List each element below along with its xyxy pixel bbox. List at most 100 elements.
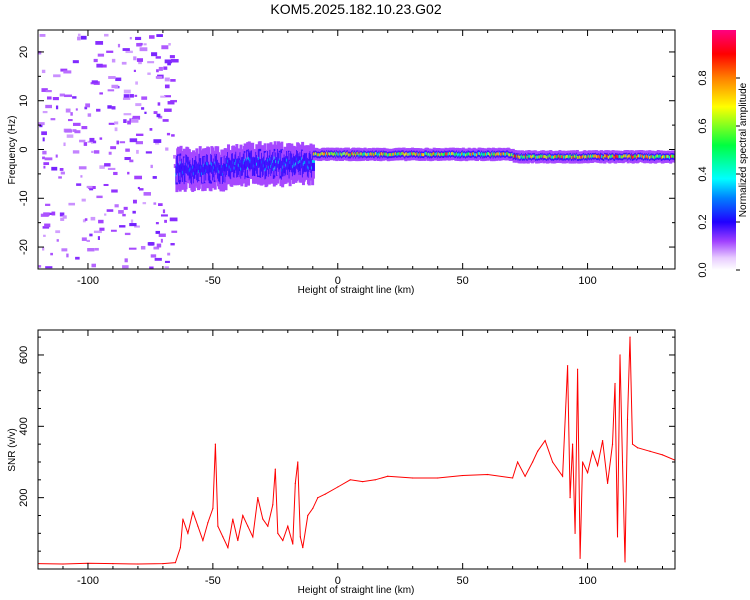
spectrogram-cell [98,219,104,224]
snr-point [227,546,229,549]
snr-point [437,477,439,479]
snr-point [217,525,219,527]
spectrogram-cell [124,157,131,161]
spectrogram-cell [114,127,118,132]
snr-point [349,479,351,481]
snr-point [626,418,629,420]
spectrogram-cell [130,118,139,123]
spectrogram-cell [167,101,175,105]
snr-point [561,475,564,477]
snr-point [601,439,604,442]
spectrogram-cell [50,252,53,256]
spectrogram-cell [72,60,79,64]
spectrogram-cell [141,96,148,100]
spectrogram-cell [106,209,114,212]
spectrogram-cell [85,103,91,108]
spectrogram-cell [72,122,81,126]
snr-point [611,443,614,445]
spectrogram-cell [80,175,83,178]
spectrogram-y-tick-label: -20 [18,239,30,255]
spectrogram-cell [156,69,159,73]
spectrogram-cell [161,45,169,50]
spectrogram-y-tick-label: 0 [18,146,30,152]
spectrogram-cell [119,225,126,228]
spectrogram-cell [125,50,133,54]
spectrogram-cell [170,243,175,246]
spectrogram-cell [64,129,73,133]
spectrogram-cell [138,188,144,191]
spectrogram-cell [84,218,88,221]
snr-point [262,518,264,520]
spectrogram-cell [68,202,75,206]
snr-point [207,522,209,524]
spectrogram-cell [44,223,51,228]
snr-point [566,365,569,367]
snr-x-tick-label: 100 [578,575,596,587]
spectrogram-cell [164,95,172,98]
spectrogram-cell [39,124,43,128]
spectrogram-cell [155,56,161,59]
colorbar-label: Normalized spectral amplitude [738,82,749,217]
spectrogram-cell [111,84,119,89]
snr-point [544,439,546,442]
spectrogram-cell [51,166,58,171]
spectrogram-cell [135,141,143,145]
spectrogram-cell [111,58,116,63]
spectrogram-cell [43,165,46,169]
spectrogram-cell [144,111,147,114]
spectrogram-cell [87,113,92,117]
spectrogram-cell [43,162,50,166]
spectrogram-cell [125,148,130,152]
spectrogram-cell [95,41,104,45]
snr-y-tick-label: 200 [18,488,30,506]
snr-point [257,497,259,499]
spectrogram-cell [91,80,98,84]
colorbar-tick-label: 0.6 [697,118,709,133]
spectrogram-cell [96,108,101,112]
spectrogram-cell [157,102,161,106]
spectrogram-cell [108,76,116,79]
spectrogram-cell [160,95,166,98]
spectrogram-cell [170,79,176,82]
snr-point [307,514,309,517]
snr-point [312,507,314,509]
spectrogram-cell [171,230,178,233]
spectrogram-cell [77,36,81,41]
spectrogram-cell [58,176,62,179]
spectrogram-cell [89,233,93,237]
spectrogram-cell [123,94,130,99]
spectrogram-cell [42,156,45,160]
spectrogram-cell [142,202,147,205]
spectrogram-cell [135,81,138,85]
spectrogram-cell [67,119,73,122]
spectrogram-cell [149,266,154,269]
colorbar-tick-label: 0.4 [697,166,709,181]
spectrogram-y-tick-label: 20 [18,46,30,58]
spectrogram-cell [107,167,116,171]
spectrogram-cell [111,106,116,110]
spectrogram-cell [83,142,88,146]
spectrogram-cell [108,122,115,125]
spectrogram-cell [156,243,162,248]
spectrogram-cell [134,175,143,180]
snr-ticks: -100 -50 0 50 100 200 400 600 [18,330,675,587]
spectrogram-cell [76,183,82,186]
snr-point [616,536,619,538]
spectrogram-y-tick-label: 10 [18,95,30,107]
snr-point [576,368,579,370]
spectrogram-cell [104,163,111,167]
snr-point [179,546,181,549]
colorbar-tick-label: 0.0 [697,262,709,277]
snr-point [374,479,376,481]
snr-point [214,443,216,445]
spectrogram-cell [45,203,51,206]
spectrogram-cell [66,253,69,258]
snr-point [297,461,299,463]
spectrogram-x-tick-label: 100 [578,275,596,287]
spectrogram-cell [143,43,147,46]
spectrogram-cell [152,176,157,179]
spectrogram-cell [123,206,128,210]
spectrogram-cell [155,222,159,225]
snr-point [621,461,624,463]
spectrogram-x-tick-label: 0 [335,275,341,287]
